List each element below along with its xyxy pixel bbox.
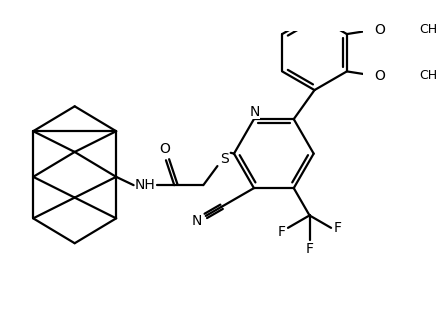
Text: F: F: [305, 242, 313, 256]
Text: NH: NH: [135, 178, 156, 192]
Text: N: N: [192, 214, 202, 228]
Text: CH₃: CH₃: [419, 69, 437, 82]
Text: O: O: [375, 23, 385, 37]
Text: N: N: [250, 106, 260, 119]
Text: O: O: [159, 143, 170, 156]
Text: CH₃: CH₃: [419, 23, 437, 36]
Text: O: O: [375, 69, 385, 82]
Text: F: F: [277, 225, 285, 239]
Text: S: S: [220, 152, 229, 167]
Text: F: F: [334, 221, 342, 235]
